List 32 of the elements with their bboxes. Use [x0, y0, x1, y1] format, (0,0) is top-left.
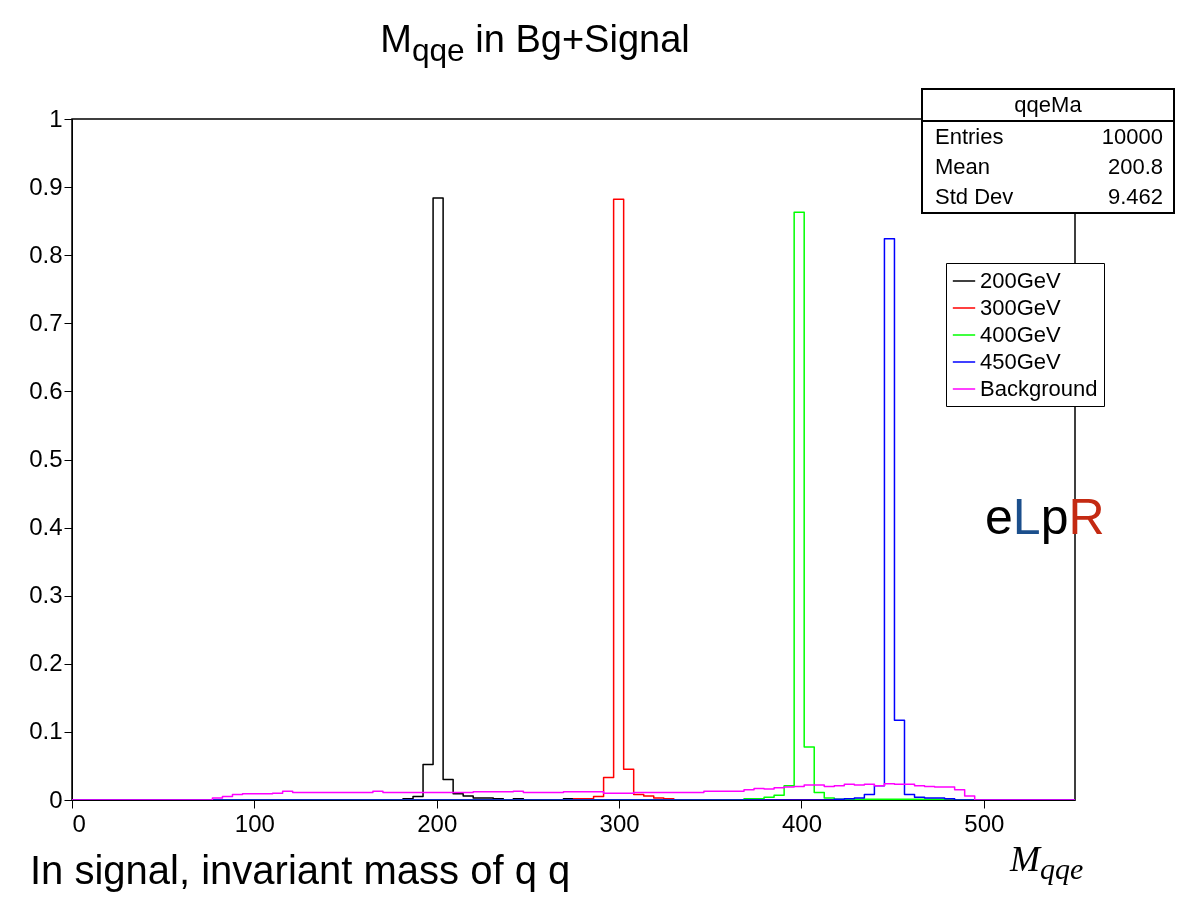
y-tick-label: 0.4: [29, 513, 63, 541]
legend-label: 300GeV: [980, 295, 1062, 320]
x-tick-label: 500: [964, 809, 1005, 837]
legend-label: 450GeV: [980, 349, 1062, 374]
x-tick-label: 100: [234, 809, 275, 837]
text: In signal, invariant mass of q q: [30, 848, 571, 893]
annotation: Mean: [935, 154, 991, 180]
y-tick-label: 0.1: [29, 717, 63, 745]
annotation: Entries: [935, 124, 1004, 150]
y-tick-label: 0.5: [29, 445, 63, 472]
y-tick-label: 0.7: [29, 308, 63, 336]
x-tick-label: 0: [72, 809, 86, 837]
y-tick-label: 1: [49, 104, 63, 132]
y-tick-label: 0.9: [29, 172, 63, 200]
legend-label: 400GeV: [980, 322, 1062, 347]
text: 200.8: [1107, 154, 1163, 180]
y-tick-label: 0.6: [29, 376, 63, 404]
y-tick-label: 0.3: [29, 581, 63, 609]
y-tick-label: 0: [49, 785, 63, 813]
x-tick-label: 400: [781, 809, 822, 837]
x-tick-label: 300: [599, 809, 640, 837]
y-tick-label: 0.8: [29, 240, 63, 268]
chart-title: M$_{qqe}$ in Bg+Signal: [379, 18, 691, 69]
x-tick-label: 200: [417, 809, 458, 837]
legend-label: Background: [980, 376, 1098, 401]
text: 9.462: [1107, 184, 1163, 210]
text: qqeMa: [923, 90, 1173, 122]
text: 10000: [1101, 124, 1163, 150]
x-axis-title: M$_{qqe}$: [1010, 838, 1084, 887]
legend-label: 200GeV: [980, 268, 1062, 293]
annotation: Std Dev: [935, 184, 1014, 210]
y-tick-label: 0.2: [29, 649, 63, 677]
